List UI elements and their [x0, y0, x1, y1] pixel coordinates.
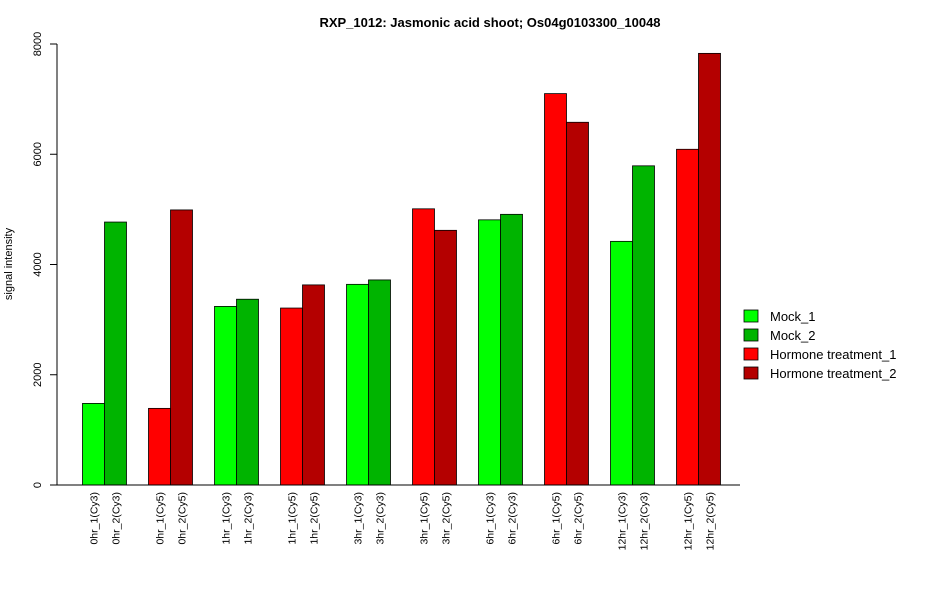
- y-axis: 0 2000 4000 6000 8000: [32, 32, 58, 488]
- bar: [302, 284, 325, 486]
- x-tick-label: 1hr_2(Cy3): [243, 492, 255, 545]
- x-tick-label: 12hr_1(Cy3): [617, 492, 629, 550]
- bar: [236, 298, 259, 486]
- legend-label: Mock_2: [770, 328, 816, 343]
- x-tick-label: 0hr_2(Cy5): [177, 492, 189, 545]
- x-tick-label: 0hr_2(Cy3): [111, 492, 123, 545]
- y-axis-label: signal intensity: [3, 227, 15, 300]
- x-tick-label: 0hr_1(Cy3): [89, 492, 101, 545]
- bars-group: [82, 52, 721, 486]
- bar: [346, 283, 369, 486]
- x-tick-label: 1hr_1(Cy3): [221, 492, 233, 545]
- legend-swatch: [743, 366, 759, 380]
- x-tick-label: 6hr_2(Cy3): [507, 492, 519, 545]
- bar: [676, 148, 699, 486]
- bar: [82, 403, 105, 486]
- x-tick-label: 3hr_2(Cy3): [375, 492, 387, 545]
- legend-label: Hormone treatment_1: [770, 347, 896, 362]
- bar: [632, 165, 655, 486]
- bar: [478, 219, 501, 486]
- y-tick-label: 2000: [32, 363, 44, 387]
- x-tick-label: 6hr_1(Cy3): [485, 492, 497, 545]
- x-tick-label: 6hr_2(Cy5): [573, 492, 585, 545]
- x-axis: 0hr_1(Cy3) 0hr_2(Cy3) 0hr_1(Cy5) 0hr_2(Cy5)…: [57, 484, 740, 550]
- bar: [544, 93, 567, 486]
- bar: [148, 407, 171, 486]
- bar: [610, 240, 633, 486]
- bar: [500, 213, 523, 486]
- x-tick-label: 12hr_2(Cy5): [705, 492, 717, 550]
- bar: [214, 305, 237, 486]
- y-tick-label: 0: [32, 482, 44, 488]
- legend-label: Mock_1: [770, 309, 816, 324]
- y-tick-label: 8000: [32, 32, 44, 56]
- x-tick-label: 12hr_2(Cy3): [639, 492, 651, 550]
- legend-swatch: [743, 328, 759, 342]
- x-tick-label: 6hr_1(Cy5): [551, 492, 563, 545]
- y-tick-label: 4000: [32, 252, 44, 276]
- x-tick-label: 3hr_2(Cy5): [441, 492, 453, 545]
- bar: [104, 221, 127, 486]
- bar: [280, 307, 303, 486]
- x-tick-label: 12hr_1(Cy5): [683, 492, 695, 550]
- x-tick-label: 3hr_1(Cy5): [419, 492, 431, 545]
- bar: [412, 208, 435, 486]
- y-tick-label: 6000: [32, 142, 44, 166]
- x-tick-label: 1hr_2(Cy5): [309, 492, 321, 545]
- legend-swatch: [743, 309, 759, 323]
- legend-swatch: [743, 347, 759, 361]
- bar: [170, 209, 193, 486]
- legend-label: Hormone treatment_2: [770, 366, 896, 381]
- x-tick-label: 3hr_1(Cy3): [353, 492, 365, 545]
- bar: [566, 121, 589, 486]
- chart-title: RXP_1012: Jasmonic acid shoot; Os04g0103…: [319, 15, 660, 30]
- legend: Mock_1 Mock_2 Hormone treatment_1 Hormone t…: [743, 309, 896, 381]
- bar: [698, 52, 721, 486]
- x-tick-label: 1hr_1(Cy5): [287, 492, 299, 545]
- bar: [368, 279, 391, 486]
- x-tick-label: 0hr_1(Cy5): [155, 492, 167, 545]
- bar: [434, 229, 457, 486]
